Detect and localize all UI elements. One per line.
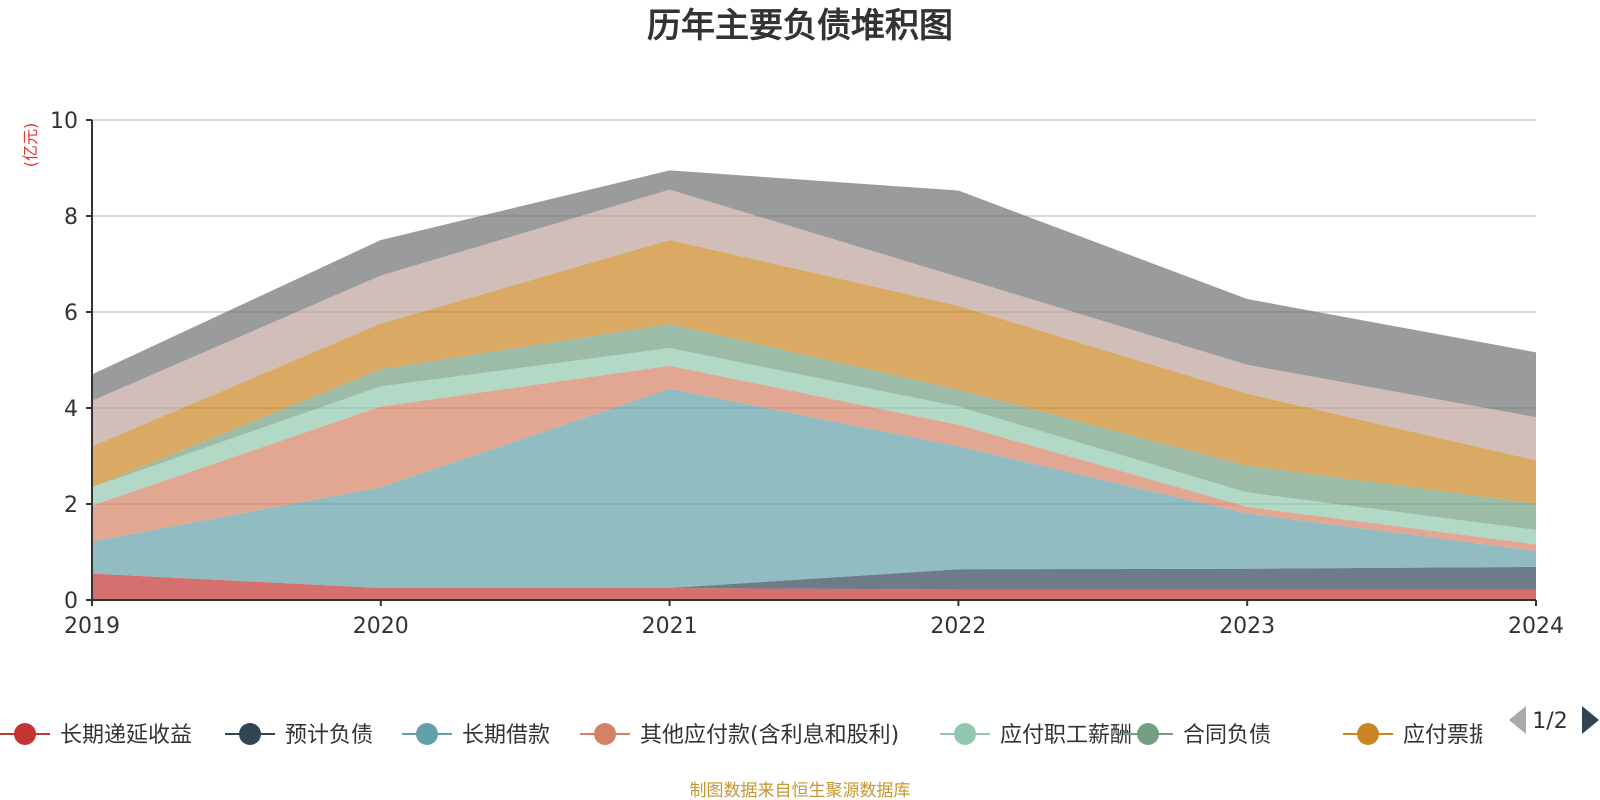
area-series-1: [92, 566, 1536, 590]
legend-item-3[interactable]: 其他应付款(含利息和股利): [580, 723, 899, 748]
legend-label-6: 应付票据: [1403, 723, 1491, 748]
legend-pager[interactable]: 1/2: [1509, 706, 1599, 734]
legend-item-1[interactable]: 预计负债: [225, 723, 373, 748]
legend-marker-2: [416, 723, 438, 745]
legend-item-6[interactable]: 应付票据: [1343, 723, 1491, 748]
area-series-6: [92, 240, 1536, 504]
legend-label-1: 预计负债: [285, 723, 373, 748]
area-series-7: [92, 189, 1536, 461]
legend-label-3: 其他应付款(含利息和股利): [640, 723, 899, 748]
data-source-note: 制图数据来自恒生聚源数据库: [690, 781, 911, 800]
legend-prev-icon[interactable]: [1509, 706, 1526, 734]
axes: [91, 120, 1536, 601]
legend: 长期递延收益 预计负债 长期借款 其他应付款(含利息和股利) 应付职工薪酬 合同负债 应付票…: [0, 723, 1491, 748]
legend-marker-1: [239, 723, 261, 745]
x-tick-label-4: 2023: [1219, 614, 1275, 639]
legend-marker-6: [1357, 723, 1379, 745]
legend-marker-4: [954, 723, 976, 745]
legend-item-4[interactable]: 应付职工薪酬: [940, 723, 1132, 748]
y-tick-label-2: 4: [64, 397, 78, 422]
area-series-4: [92, 348, 1536, 545]
x-tick-label-2: 2021: [642, 614, 698, 639]
x-tick-label-5: 2024: [1508, 614, 1564, 639]
legend-marker-5: [1137, 723, 1159, 745]
y-tick-label-5: 10: [50, 109, 78, 134]
y-tick-label-0: 0: [64, 589, 78, 614]
area-series-8: [92, 170, 1536, 418]
y-tick-label-3: 6: [64, 301, 78, 326]
legend-item-2[interactable]: 长期借款: [402, 723, 550, 748]
tick-labels: 0 2 4 6 8 10 2019 2020 2021 2022 2023 2024: [50, 109, 1564, 639]
area-series: [92, 170, 1536, 600]
y-tick-label-1: 2: [64, 493, 78, 518]
legend-marker-3: [594, 723, 616, 745]
area-series-3: [92, 365, 1536, 552]
y-axis-unit: (亿元): [21, 123, 40, 168]
x-tick-label-1: 2020: [353, 614, 409, 639]
chart-title: 历年主要负债堆积图: [647, 6, 953, 46]
legend-label-4: 应付职工薪酬: [1000, 723, 1132, 748]
area-series-0: [92, 573, 1536, 600]
legend-item-5[interactable]: 合同负债: [1123, 723, 1271, 748]
legend-label-5: 合同负债: [1183, 723, 1271, 748]
legend-label-2: 长期借款: [462, 723, 550, 748]
area-series-5: [92, 324, 1536, 530]
area-series-2: [92, 388, 1536, 588]
x-tick-label-3: 2022: [930, 614, 986, 639]
legend-page-indicator: 1/2: [1532, 709, 1567, 734]
legend-label-0: 长期递延收益: [60, 723, 192, 748]
legend-next-icon[interactable]: [1582, 706, 1599, 734]
y-tick-label-4: 8: [64, 205, 78, 230]
legend-item-0[interactable]: 长期递延收益: [0, 723, 192, 748]
legend-marker-0: [14, 723, 36, 745]
x-tick-label-0: 2019: [64, 614, 120, 639]
